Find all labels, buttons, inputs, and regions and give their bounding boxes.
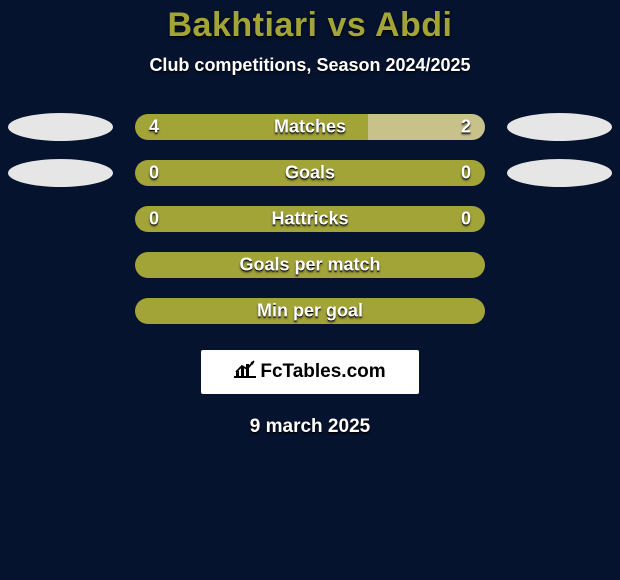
date-label: 9 march 2025 [250,416,370,438]
stat-bar: Goals per match [135,252,485,278]
stat-right-value: 0 [461,209,471,230]
stat-left-value: 0 [149,209,159,230]
stat-left-value: 0 [149,163,159,184]
left-player-icon [8,159,113,187]
page-title: Bakhtiari vs Abdi [168,6,453,45]
watermark-text: FcTables.com [260,361,385,383]
stat-label: Matches [274,117,346,138]
stat-rows: Matches 4 2 Goals 0 0 Hattricks 0 0 Goals per mat… [0,112,620,342]
stat-bar: Matches 4 2 [135,114,485,140]
comparison-card: Bakhtiari vs Abdi Club competitions, Sea… [0,0,620,580]
watermark-chart-icon [234,360,256,384]
stat-left-value: 4 [149,117,159,138]
right-player-icon [507,113,612,141]
stat-row: Goals 0 0 [0,158,620,188]
stat-label: Min per goal [257,301,363,322]
stat-bar: Min per goal [135,298,485,324]
stat-row: Hattricks 0 0 [0,204,620,234]
subtitle: Club competitions, Season 2024/2025 [149,55,470,76]
stat-bar: Goals 0 0 [135,160,485,186]
right-player-icon [507,159,612,187]
stat-label: Goals per match [239,255,380,276]
stat-bar: Hattricks 0 0 [135,206,485,232]
stat-row: Min per goal [0,296,620,326]
stat-right-value: 2 [461,117,471,138]
left-player-icon [8,113,113,141]
stat-label: Hattricks [271,209,348,230]
stat-row: Goals per match [0,250,620,280]
stat-label: Goals [285,163,335,184]
stat-row: Matches 4 2 [0,112,620,142]
watermark: FcTables.com [201,350,419,394]
stat-right-value: 0 [461,163,471,184]
